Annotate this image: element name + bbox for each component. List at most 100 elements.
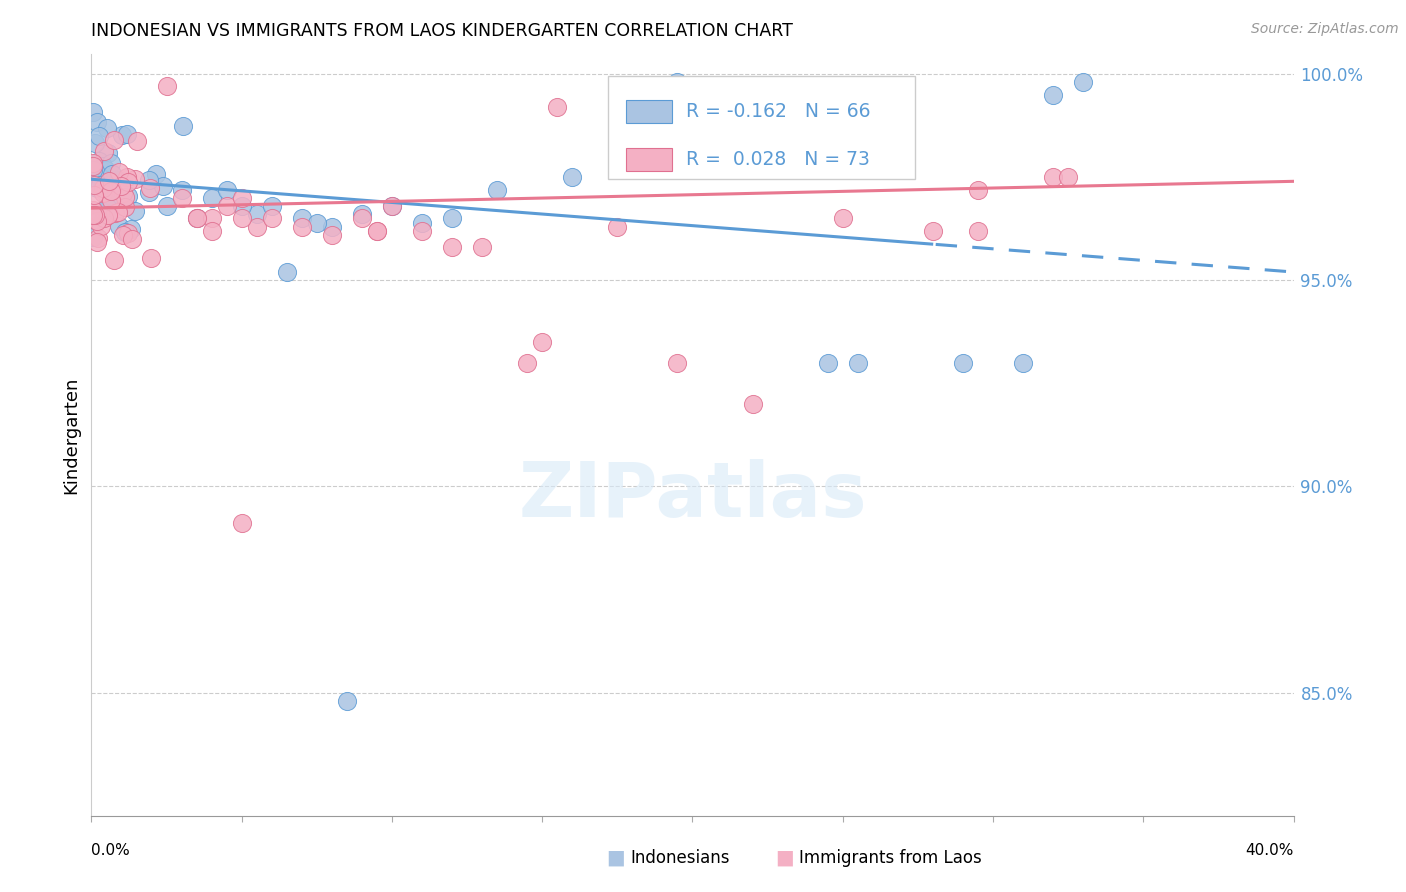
Point bbox=[93, 144, 115, 158]
Point bbox=[291, 211, 314, 226]
Point bbox=[107, 219, 129, 234]
Point bbox=[112, 227, 135, 242]
Point bbox=[97, 145, 120, 160]
Point bbox=[172, 120, 194, 134]
Point bbox=[117, 189, 139, 203]
Point bbox=[366, 224, 388, 238]
Point bbox=[91, 204, 114, 219]
Point bbox=[103, 133, 125, 147]
Text: 0.0%: 0.0% bbox=[91, 843, 131, 858]
Point bbox=[145, 167, 167, 181]
Point bbox=[246, 207, 269, 221]
Point bbox=[350, 207, 373, 221]
Point bbox=[260, 199, 283, 213]
Point bbox=[86, 115, 108, 129]
Text: R =  0.028   N = 73: R = 0.028 N = 73 bbox=[686, 150, 870, 169]
Point bbox=[139, 181, 162, 195]
Text: Source: ZipAtlas.com: Source: ZipAtlas.com bbox=[1251, 22, 1399, 37]
Point bbox=[91, 159, 114, 173]
Point bbox=[82, 105, 104, 120]
Y-axis label: Kindergarten: Kindergarten bbox=[62, 376, 80, 493]
Point bbox=[100, 184, 122, 198]
Point bbox=[952, 356, 974, 370]
Point bbox=[103, 174, 125, 188]
Point bbox=[89, 128, 111, 143]
Point bbox=[186, 211, 208, 226]
Text: ZIPatlas: ZIPatlas bbox=[519, 458, 866, 533]
Point bbox=[117, 175, 139, 189]
Point bbox=[82, 203, 104, 218]
Point bbox=[91, 178, 114, 193]
Point bbox=[103, 252, 125, 267]
Point bbox=[107, 165, 129, 179]
Point bbox=[486, 183, 509, 197]
Point bbox=[117, 227, 139, 241]
Point bbox=[107, 173, 129, 187]
Point bbox=[967, 224, 990, 238]
Point bbox=[124, 172, 146, 186]
Point bbox=[186, 211, 208, 226]
Point bbox=[152, 179, 174, 194]
Point bbox=[87, 153, 110, 168]
Point bbox=[381, 199, 404, 213]
Point bbox=[94, 185, 117, 199]
Point bbox=[83, 212, 105, 227]
Point bbox=[471, 240, 494, 254]
Point bbox=[561, 170, 583, 185]
Point bbox=[1042, 170, 1064, 185]
Point bbox=[381, 199, 404, 213]
Point bbox=[276, 265, 298, 279]
Point bbox=[100, 194, 122, 208]
Text: ▪: ▪ bbox=[773, 844, 794, 872]
Point bbox=[89, 162, 111, 177]
Point bbox=[546, 100, 568, 114]
Point bbox=[96, 201, 118, 215]
Point bbox=[96, 121, 118, 136]
Point bbox=[82, 162, 104, 177]
Point bbox=[82, 156, 104, 170]
Point bbox=[90, 219, 112, 233]
Point bbox=[201, 224, 224, 238]
Point bbox=[817, 356, 839, 370]
Point bbox=[112, 186, 135, 200]
Point bbox=[86, 235, 108, 249]
Point bbox=[170, 191, 193, 205]
Point bbox=[97, 208, 120, 222]
Point bbox=[86, 214, 108, 228]
Point bbox=[170, 183, 193, 197]
Point bbox=[201, 211, 224, 226]
Point bbox=[82, 175, 104, 189]
Point bbox=[246, 219, 269, 234]
Point bbox=[120, 222, 142, 236]
Point bbox=[124, 204, 146, 219]
Point bbox=[82, 202, 104, 217]
Point bbox=[260, 211, 283, 226]
Point bbox=[91, 186, 114, 201]
Point bbox=[114, 190, 136, 204]
Point bbox=[967, 183, 990, 197]
Point bbox=[107, 205, 129, 219]
Point bbox=[922, 224, 945, 238]
Point bbox=[86, 181, 108, 195]
Point bbox=[138, 186, 160, 200]
Text: 40.0%: 40.0% bbox=[1246, 843, 1294, 858]
Point bbox=[350, 211, 373, 226]
Point bbox=[84, 208, 107, 222]
Bar bbox=[626, 100, 672, 123]
Point bbox=[231, 516, 253, 531]
Point bbox=[215, 199, 238, 213]
Point bbox=[531, 335, 554, 350]
Point bbox=[83, 178, 105, 193]
FancyBboxPatch shape bbox=[609, 77, 915, 179]
Point bbox=[606, 219, 628, 234]
Point bbox=[516, 356, 538, 370]
Point bbox=[321, 219, 343, 234]
Point bbox=[831, 211, 853, 226]
Point bbox=[1071, 75, 1094, 89]
Point bbox=[1057, 170, 1080, 185]
Point bbox=[100, 155, 122, 169]
Point bbox=[1042, 87, 1064, 102]
Point bbox=[94, 163, 117, 178]
Point bbox=[82, 229, 104, 244]
Point bbox=[846, 356, 869, 370]
